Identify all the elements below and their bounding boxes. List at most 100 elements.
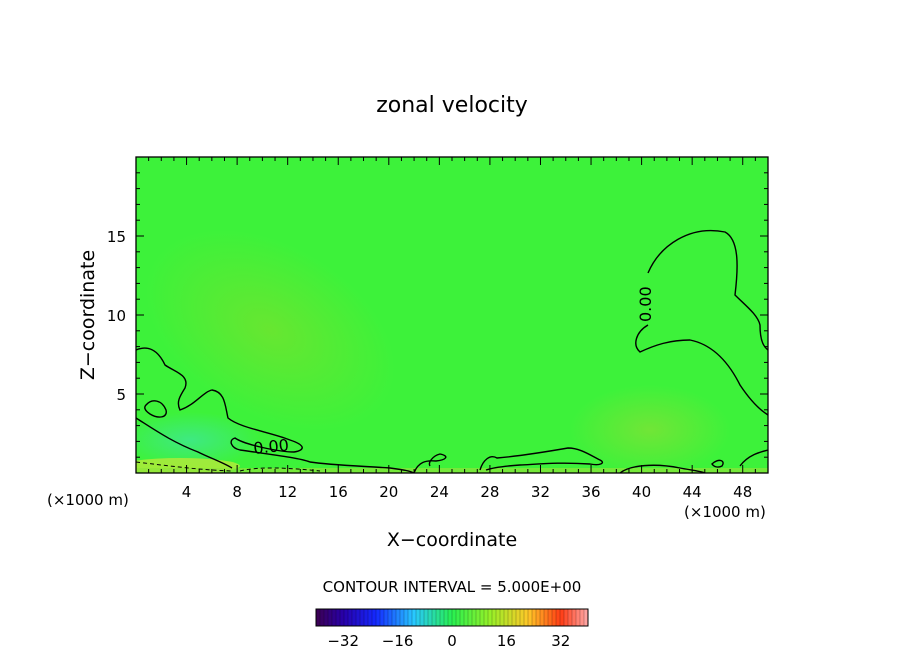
colorbar-swatch (320, 609, 325, 626)
colorbar-swatch (544, 609, 549, 626)
colorbar-swatch (352, 609, 357, 626)
x-tick-label: 16 (329, 483, 348, 501)
chart-title: zonal velocity (376, 93, 528, 118)
contour-line (647, 230, 768, 351)
colorbar-swatch (528, 609, 533, 626)
colorbar-swatch (468, 609, 473, 626)
colorbar-swatch (480, 609, 485, 626)
colorbar-swatch (436, 609, 441, 626)
x-tick-label: 12 (278, 483, 297, 501)
colorbar-swatch (484, 609, 489, 626)
colorbar-swatch (536, 609, 541, 626)
contour-label: 0.00 (636, 286, 655, 322)
negative-velocity-region (136, 412, 260, 468)
y-tick-label: 10 (107, 307, 126, 325)
colorbar-swatch (404, 609, 409, 626)
colorbar-swatch (456, 609, 461, 626)
colorbar-swatch (488, 609, 493, 626)
contour-lines (136, 230, 768, 473)
colorbar-tick-label: 32 (551, 632, 570, 650)
contour-interval-label: CONTOUR INTERVAL = 5.000E+00 (323, 578, 582, 596)
colorbar-swatch (396, 609, 401, 626)
x-tick-label: 36 (581, 483, 600, 501)
colorbar-swatch (360, 609, 365, 626)
colorbar-swatch (428, 609, 433, 626)
colorbar-swatch (532, 609, 537, 626)
colorbar-swatch (372, 609, 377, 626)
colorbar-tick-label: −16 (382, 632, 414, 650)
positive-velocity-region (145, 230, 395, 430)
colorbar-swatch (568, 609, 573, 626)
colorbar-swatch (380, 609, 385, 626)
x-tick-label: 28 (480, 483, 499, 501)
colorbar-swatch (440, 609, 445, 626)
contour-line (739, 449, 768, 467)
x-tick-label: 40 (632, 483, 651, 501)
colorbar-swatch (388, 609, 393, 626)
colorbar-swatch (548, 609, 553, 626)
positive-velocity-region (570, 385, 730, 473)
y-tick-label: 5 (116, 386, 126, 404)
colorbar-swatch (348, 609, 353, 626)
colorbar-swatch (460, 609, 465, 626)
colorbar-swatch (420, 609, 425, 626)
colorbar-swatch (412, 609, 417, 626)
colorbar-swatch (476, 609, 481, 626)
colorbar-swatch (392, 609, 397, 626)
colorbar-swatch (416, 609, 421, 626)
colorbar-swatch (340, 609, 345, 626)
x-unit-left: (×1000 m) (47, 491, 129, 509)
contour-line (136, 461, 233, 472)
x-axis-tick-labels: 4 8 12 16 20 24 28 32 36 40 44 48 (182, 483, 752, 501)
colorbar-swatch (552, 609, 557, 626)
contour-line (413, 453, 447, 473)
colorbar-frame (315, 608, 589, 627)
colorbar-swatch (408, 609, 413, 626)
colorbar-swatch (472, 609, 477, 626)
colorbar-swatch (492, 609, 497, 626)
x-tick-label: 24 (430, 483, 449, 501)
colorbar-swatch (496, 609, 501, 626)
x-tick-label: 8 (232, 483, 242, 501)
colorbar-swatch (556, 609, 561, 626)
colorbar-swatch (328, 609, 333, 626)
contour-line (619, 464, 706, 473)
colorbar-swatch (364, 609, 369, 626)
colorbar-swatch (560, 609, 565, 626)
x-tick-label: 4 (182, 483, 192, 501)
y-tick-label: 15 (107, 228, 126, 246)
colorbar-swatch (336, 609, 341, 626)
colorbar-swatch (564, 609, 569, 626)
colorbar-swatch (432, 609, 437, 626)
x-axis-label: X−coordinate (387, 529, 517, 551)
colorbar-swatch (356, 609, 361, 626)
colorbar-swatch (572, 609, 577, 626)
colorbar-swatch (464, 609, 469, 626)
contour-line (136, 417, 233, 469)
contour-line (144, 400, 167, 418)
colorbar (315, 609, 589, 626)
colorbar-swatch (368, 609, 373, 626)
x-tick-label: 48 (733, 483, 752, 501)
colorbar-tick-label: 16 (497, 632, 516, 650)
colorbar-swatch (516, 609, 521, 626)
x-tick-label: 20 (379, 483, 398, 501)
contour-line (635, 324, 768, 416)
colorbar-tick-label: 0 (447, 632, 457, 650)
colorbar-swatch (500, 609, 505, 626)
x-tick-label: 32 (531, 483, 550, 501)
x-unit-right: (×1000 m) (684, 503, 766, 521)
colorbar-swatch (508, 609, 513, 626)
colorbar-swatch (400, 609, 405, 626)
colorbar-swatch (504, 609, 509, 626)
colorbar-swatch (316, 609, 321, 626)
colorbar-swatch (424, 609, 429, 626)
contour-line (136, 347, 415, 473)
colorbar-swatch (384, 609, 389, 626)
contour-label: 0.00 (252, 435, 289, 458)
colorbar-swatch (512, 609, 517, 626)
colorbar-swatch (576, 609, 581, 626)
colorbar-swatch (580, 609, 585, 626)
y-axis-tick-labels: 5 10 15 (107, 228, 126, 404)
